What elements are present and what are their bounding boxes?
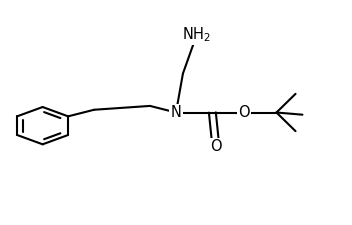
Text: N: N xyxy=(171,105,181,120)
Text: NH$_2$: NH$_2$ xyxy=(182,25,211,44)
Text: O: O xyxy=(210,139,222,154)
Text: O: O xyxy=(238,105,249,120)
